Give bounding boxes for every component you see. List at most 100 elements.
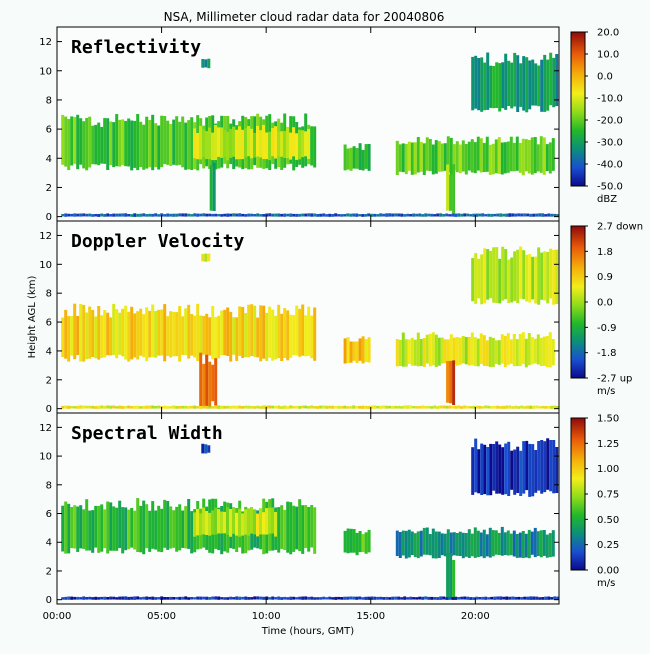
data-cell — [190, 511, 194, 554]
data-cell — [214, 358, 218, 406]
data-cell — [412, 213, 416, 217]
data-cell — [268, 213, 272, 217]
data-cell — [555, 447, 559, 493]
data-cell — [406, 213, 410, 217]
data-cell — [310, 596, 314, 600]
data-cell — [513, 52, 517, 107]
data-cell — [454, 213, 458, 217]
data-cell — [310, 213, 314, 217]
data-cell — [543, 441, 547, 493]
data-cell — [514, 213, 518, 217]
data-cell — [364, 532, 368, 554]
data-cell — [334, 596, 338, 600]
data-cell — [485, 340, 489, 367]
data-cell — [486, 447, 490, 496]
data-cell — [547, 406, 551, 409]
data-cell — [530, 137, 534, 175]
data-cell — [533, 527, 537, 558]
data-cell — [446, 361, 450, 403]
data-feature — [193, 507, 277, 537]
data-cell — [256, 125, 259, 157]
data-cell — [434, 334, 438, 367]
data-cell — [61, 114, 65, 165]
colorbar-tick-label: 0.9 — [597, 272, 613, 283]
data-cell — [540, 252, 544, 300]
data-cell — [166, 597, 170, 600]
data-cell — [94, 406, 98, 409]
data-cell — [395, 140, 399, 175]
data-cell — [121, 308, 125, 357]
colorbar-tick-label: 0.50 — [597, 515, 619, 526]
data-cell — [253, 509, 256, 535]
data-cell — [118, 213, 122, 217]
data-cell — [325, 214, 329, 217]
data-cell — [250, 597, 254, 600]
data-cell — [431, 144, 435, 175]
data-cell — [440, 143, 444, 172]
data-cell — [410, 531, 414, 555]
data-cell — [495, 247, 499, 304]
data-cell — [103, 509, 107, 549]
x-axis-label: Time (hours, GMT) — [261, 626, 355, 637]
data-cell — [439, 213, 443, 217]
data-cell — [163, 116, 167, 165]
data-cell — [505, 405, 509, 409]
data-cell — [454, 405, 458, 409]
data-cell — [196, 303, 200, 361]
data-cell — [181, 510, 185, 548]
data-cell — [474, 253, 478, 304]
data-cell — [259, 130, 262, 158]
data-cell — [457, 597, 461, 600]
data-cell — [364, 214, 368, 217]
data-cell — [232, 213, 236, 217]
data-cell — [460, 213, 464, 217]
data-cell — [277, 507, 281, 553]
data-cell — [473, 527, 477, 558]
data-cell — [235, 129, 238, 160]
data-cell — [265, 508, 268, 535]
data-cell — [298, 308, 302, 357]
data-cell — [163, 214, 167, 217]
data-cell — [187, 304, 191, 359]
data-feature — [343, 336, 371, 364]
data-cell — [370, 213, 374, 217]
data-cell — [127, 118, 131, 167]
data-cell — [64, 501, 68, 554]
panel-0: 0 2 4 6 8 10 12 Reflectivity 20.0 10.0 0.0 -10.0 -20… — [39, 26, 623, 223]
data-cell — [376, 596, 380, 600]
data-cell — [534, 63, 538, 106]
y-tick-label: 12 — [39, 37, 52, 48]
data-cell — [331, 214, 335, 217]
data-cell — [295, 506, 299, 550]
data-cell — [518, 532, 522, 558]
data-cell — [530, 531, 534, 555]
data-cell — [121, 406, 125, 409]
data-cell — [525, 57, 529, 113]
data-cell — [492, 66, 496, 109]
data-cell — [555, 249, 559, 304]
data-cell — [88, 213, 92, 217]
data-cell — [472, 405, 476, 409]
data-cell — [476, 136, 480, 171]
data-cell — [410, 337, 414, 366]
data-cell — [106, 312, 110, 356]
data-feature — [395, 136, 555, 176]
x-tick-label: 00:00 — [43, 611, 72, 622]
data-cell — [181, 116, 185, 168]
data-cell — [530, 337, 534, 365]
data-cell — [136, 498, 140, 552]
data-cell — [545, 336, 549, 368]
data-cell — [550, 405, 554, 409]
data-cell — [499, 406, 503, 409]
data-cell — [443, 143, 447, 171]
data-cell — [503, 335, 507, 368]
data-cell — [124, 507, 128, 551]
data-cell — [385, 596, 389, 600]
data-cell — [449, 174, 453, 211]
data-cell — [525, 254, 529, 302]
colorbar-gradient — [570, 417, 586, 571]
data-cell — [211, 364, 215, 402]
data-cell — [355, 596, 359, 600]
data-cell — [346, 148, 350, 170]
data-cell — [280, 505, 284, 549]
